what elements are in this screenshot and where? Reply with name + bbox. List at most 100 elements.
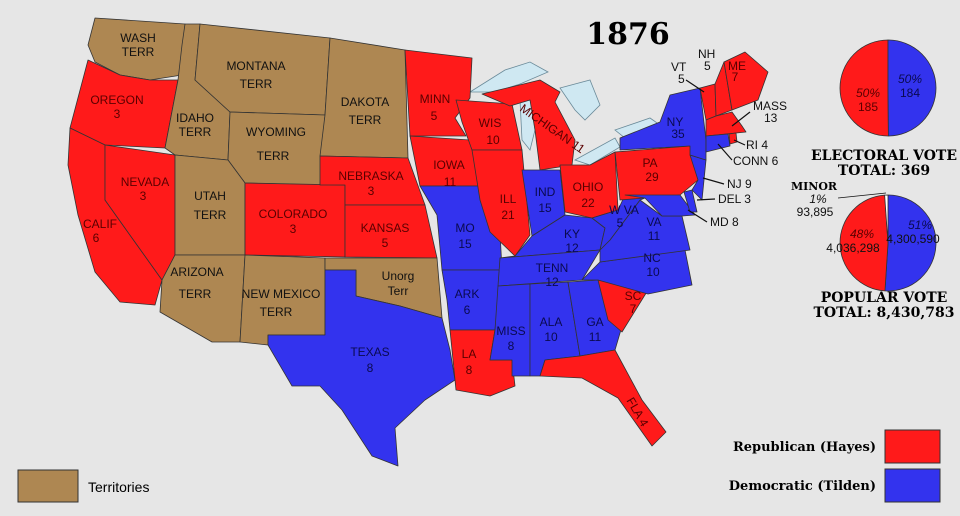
label-kansas-votes: 5 (382, 236, 389, 250)
leader-conn (717, 143, 733, 161)
label-kansas: KANSAS (361, 221, 410, 235)
label-wyoming-sub: TERR (257, 149, 290, 163)
pie-slice-electoral-democratic (887, 39, 937, 137)
state-ri[interactable] (728, 132, 738, 145)
label-ind: IND (535, 185, 556, 199)
popular-rep-votes: 4,036,298 (826, 241, 880, 255)
popular-dem-pct: 51% (908, 218, 932, 232)
label-ny-votes: 35 (671, 127, 685, 141)
label-ri: RI 4 (746, 138, 768, 152)
label-vt-votes: 5 (678, 72, 685, 86)
electoral-vote-total: TOTAL: 369 (838, 163, 930, 179)
label-oregon-votes: 3 (114, 107, 121, 121)
label-calif-votes: 6 (93, 231, 100, 245)
label-va-votes: 11 (648, 229, 661, 243)
label-montana-sub: TERR (240, 77, 273, 91)
label-md: MD 8 (710, 215, 739, 229)
electoral-vote-heading: ELECTORAL VOTE (811, 148, 957, 164)
label-minn-votes: 5 (431, 109, 438, 123)
label-wash: WASH (120, 31, 156, 45)
label-unorg-sub: Terr (388, 284, 409, 298)
label-utah: UTAH (194, 189, 226, 203)
state-md[interactable] (624, 194, 696, 217)
state-del[interactable] (683, 189, 698, 213)
label-nebraska-votes: 3 (368, 184, 375, 198)
popular-minor-label: MINOR (791, 180, 838, 193)
label-ga-votes: 11 (589, 330, 602, 344)
external-labels: VT 5 NH 5 MASS 13 RI 4 CONN 6 NJ 9 DEL 3… (671, 47, 787, 229)
label-ill: ILL (500, 192, 517, 206)
label-oregon: OREGON (90, 93, 143, 107)
label-me-votes: 7 (732, 70, 739, 84)
label-minn: MINN (420, 92, 451, 106)
legend-republican-swatch (884, 429, 941, 464)
state-fla[interactable] (539, 349, 667, 447)
popular-vote-total: TOTAL: 8,430,783 (814, 305, 955, 321)
label-tenn: TENN (536, 261, 569, 275)
state-texas[interactable] (267, 269, 456, 467)
label-conn: CONN 6 (733, 154, 779, 168)
leader-mass (731, 111, 751, 127)
label-texas: TEXAS (350, 345, 389, 359)
electoral-vote-pie: 50% 185 50% 184 ELECTORAL VOTE TOTAL: 36… (811, 39, 957, 179)
label-la: LA (462, 347, 477, 361)
leader-nj (702, 177, 725, 185)
label-ind-votes: 15 (538, 201, 552, 215)
label-miss: MISS (496, 324, 525, 338)
popular-minor-pct: 1% (809, 192, 827, 206)
state-w-va[interactable] (591, 194, 646, 251)
label-sc-votes: 7 (630, 302, 637, 316)
label-utah-sub: TERR (194, 208, 227, 222)
electoral-dem-votes: 184 (900, 86, 920, 100)
label-arizona: ARIZONA (170, 265, 223, 279)
popular-minor-votes: 93,895 (797, 205, 834, 219)
label-colorado-votes: 3 (290, 222, 297, 236)
leader-md (687, 209, 708, 223)
pie-slice-electoral-republican (839, 39, 889, 137)
label-ohio-votes: 22 (581, 196, 595, 210)
label-mass: MASS (753, 99, 787, 113)
pie-slice-popular-minor (884, 194, 889, 244)
pie-slice-popular-republican (839, 194, 889, 292)
state-utah-terr[interactable] (174, 154, 246, 256)
label-nc: NC (643, 251, 661, 265)
label-nh-votes: 5 (704, 59, 711, 73)
label-nj: NJ 9 (727, 177, 752, 191)
leader-ri (733, 139, 746, 146)
leader-minor (837, 192, 887, 199)
label-mo: MO (455, 221, 474, 235)
label-ark: ARK (455, 287, 480, 301)
label-wis: WIS (479, 116, 502, 130)
label-va: VA (646, 215, 661, 229)
label-new-mexico-sub: TERR (260, 305, 293, 319)
label-nh: NH (698, 47, 715, 61)
label-texas-votes: 8 (367, 361, 374, 375)
label-idaho-sub: TERR (179, 125, 212, 139)
electoral-dem-pct: 50% (898, 72, 922, 86)
state-conn[interactable] (705, 133, 731, 153)
label-mo-votes: 15 (458, 237, 472, 251)
leader-del (696, 198, 716, 201)
label-nebraska: NEBRASKA (338, 169, 403, 183)
label-montana: MONTANA (226, 59, 285, 73)
electoral-rep-votes: 185 (858, 100, 878, 114)
legend-democratic-swatch (884, 468, 941, 503)
label-miss-votes: 8 (508, 339, 515, 353)
label-new-mexico: NEW MEXICO (242, 287, 321, 301)
state-labels: WASH TERR OREGON 3 CALIF 6 NEVADA 3 IDAH… (83, 31, 746, 429)
label-me: ME (728, 59, 746, 73)
label-ky-votes: 12 (565, 241, 579, 255)
label-iowa-votes: 11 (444, 175, 457, 189)
state-me[interactable] (723, 51, 769, 111)
label-pa-votes: 29 (645, 170, 659, 184)
label-ark-votes: 6 (464, 303, 471, 317)
label-la-votes: 8 (466, 363, 473, 377)
label-idaho: IDAHO (176, 111, 214, 125)
legend: Republican (Hayes) Democratic (Tilden) T… (17, 429, 941, 503)
label-ny: NY (667, 115, 684, 129)
label-pa: PA (642, 156, 657, 170)
label-ga: GA (586, 315, 603, 329)
label-nc-votes: 10 (646, 265, 660, 279)
label-calif: CALIF (83, 217, 117, 231)
